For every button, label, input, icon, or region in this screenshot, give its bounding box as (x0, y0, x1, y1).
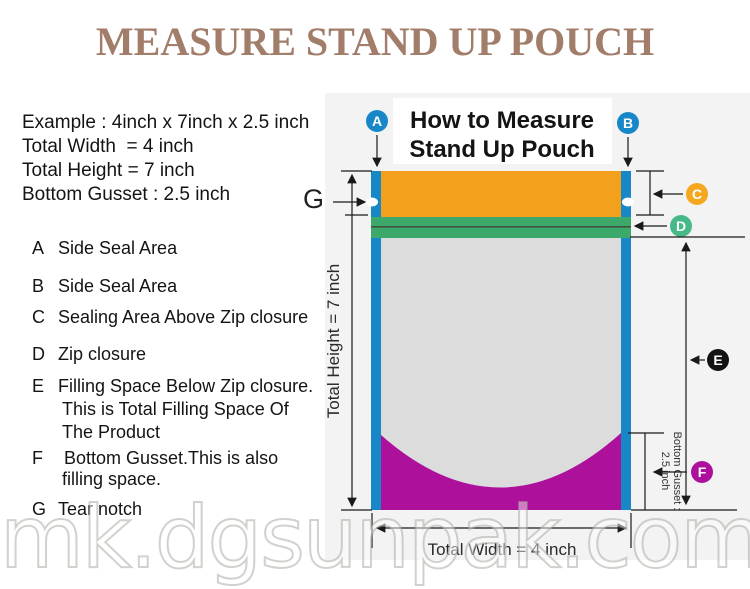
diagram-heading-line2: Stand Up Pouch (409, 136, 594, 163)
legend-key-b: B (32, 276, 45, 296)
legend-text-d: Zip closure (58, 344, 147, 364)
bottom-gusset-label-1: Bottom Gusset : (671, 432, 683, 511)
example-line-4: Bottom Gusset : 2.5 inch (22, 184, 231, 205)
total-width-label: Total Width = 4 inch (428, 540, 577, 559)
bottom-gusset-magenta (381, 433, 621, 510)
bottom-gusset-label-2: 2.5 inch (659, 452, 671, 491)
example-line-3: Total Height = 7 inch (22, 160, 195, 181)
legend-key-e: E (32, 376, 45, 396)
badge-b (617, 112, 639, 134)
badge-e (707, 349, 729, 371)
example-line-1: Example : 4inch x 7inch x 2.5 inch (22, 112, 310, 133)
zip-closure-line (371, 226, 631, 228)
page-title: MEASURE STAND UP POUCH (95, 19, 655, 64)
tear-notch-right-icon (622, 197, 634, 207)
badge-e-label: E (713, 352, 722, 368)
right-side-seal (621, 171, 631, 510)
legend-key-d: D (32, 344, 45, 364)
badge-d (670, 215, 692, 237)
badge-a-label: A (372, 113, 382, 129)
badge-a (366, 110, 388, 132)
badge-f (691, 461, 713, 483)
diagram-g-label: G (303, 184, 325, 214)
total-height-label: Total Height = 7 inch (325, 264, 343, 419)
example-block: Example : 4inch x 7inch x 2.5 inch Total… (22, 111, 309, 207)
top-seal-area-orange (381, 171, 621, 217)
legend-text-c: Sealing Area Above Zip closure (58, 307, 309, 327)
legend-key-a: A (32, 238, 45, 258)
legend-text-e-1: Filling Space Below Zip closure. (58, 376, 314, 396)
legend-key-f: F (32, 448, 43, 468)
tear-notch-left-icon (366, 197, 378, 207)
badge-c-label: C (692, 186, 702, 202)
legend-text-e-2: This is Total Filling Space Of (62, 399, 289, 419)
diagram-heading-box (393, 98, 612, 164)
legend-text-f-2: filling space. (62, 469, 162, 489)
pouch-diagram: How to Measure Stand Up Pouch A B Total … (325, 93, 750, 560)
legend-text-g: Tear notch (58, 499, 143, 519)
badge-c (686, 183, 708, 205)
diagram-heading-line1: How to Measure (410, 107, 594, 134)
badge-f-label: F (698, 464, 707, 480)
legend-key-c: C (32, 307, 45, 327)
left-side-seal (371, 171, 381, 510)
badge-b-label: B (623, 115, 633, 131)
legend-key-g: G (32, 499, 47, 519)
example-line-2: Total Width = 4 inch (22, 136, 194, 157)
legend-text-a: Side Seal Area (58, 238, 178, 258)
legend-text-f-1: Bottom Gusset.This is also (64, 448, 279, 468)
legend-text-b: Side Seal Area (58, 276, 178, 296)
legend-text-e-3: The Product (62, 422, 161, 442)
badge-d-label: D (676, 218, 686, 234)
